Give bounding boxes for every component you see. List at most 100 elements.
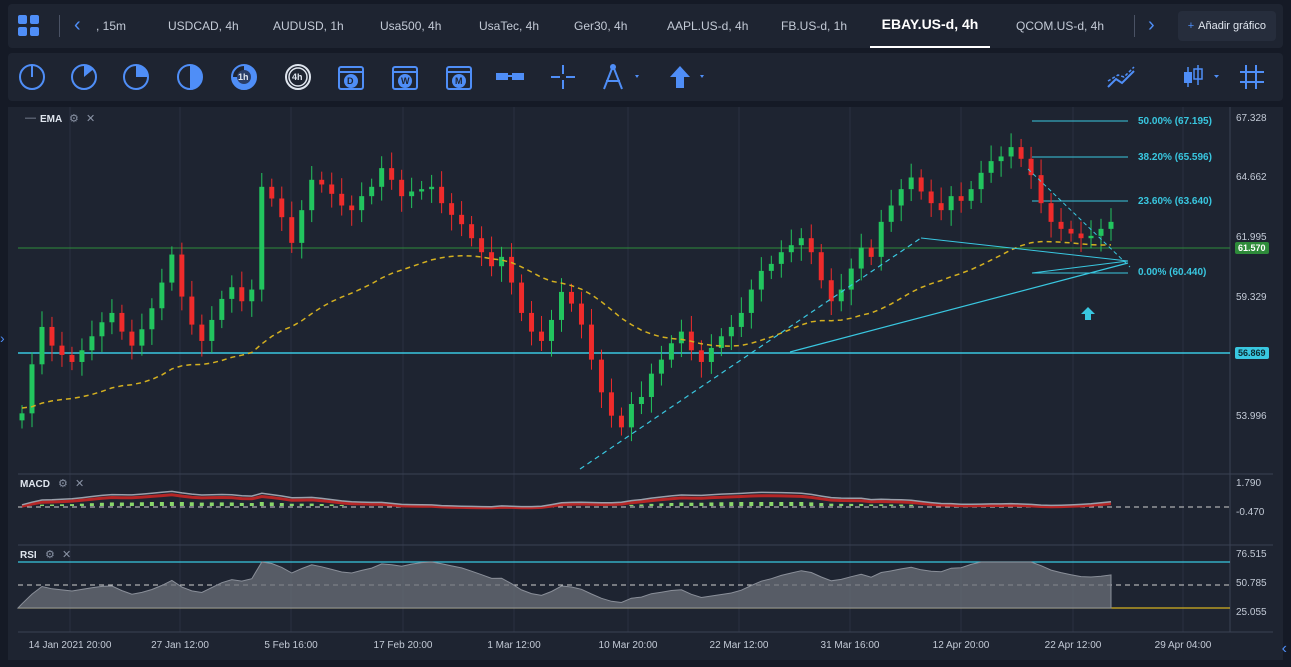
layout-grid-icon[interactable] <box>18 15 40 37</box>
candle-body <box>329 184 335 194</box>
calendar-monthly-icon[interactable]: M <box>444 63 474 91</box>
clock-1h-icon[interactable]: 1h <box>230 63 260 91</box>
macd-histogram-bar <box>649 503 654 506</box>
macd-histogram-bar <box>679 502 684 506</box>
expand-right-icon[interactable]: ‹ <box>1281 640 1287 657</box>
candle-body <box>439 186 445 204</box>
candle-body <box>449 203 455 215</box>
macd-histogram-bar <box>689 502 694 506</box>
candle-chart-type-icon[interactable] <box>1180 63 1219 91</box>
macd-axis-tick: -0.470 <box>1236 507 1265 518</box>
expand-left-icon[interactable]: › <box>0 330 5 346</box>
line-chart-type-icon[interactable] <box>1106 63 1136 91</box>
tabs-scroll-left-icon[interactable]: ‹ <box>74 14 81 36</box>
candle-body <box>219 298 225 320</box>
rsi-axis-tick: 76.515 <box>1236 549 1267 560</box>
candle-body <box>568 291 574 304</box>
macd-histogram-bar <box>50 504 54 506</box>
macd-histogram-bar <box>819 503 824 506</box>
candle-body <box>349 205 355 211</box>
macd-histogram-bar <box>869 504 874 506</box>
candle-body <box>549 319 555 341</box>
clock-1m-icon[interactable] <box>18 63 48 91</box>
macd-histogram-bar <box>209 502 214 506</box>
support-price-badge: 56.869 <box>1235 347 1269 359</box>
tab-7[interactable]: FB.US-d, 1h <box>781 19 848 33</box>
settings-icon[interactable]: ⚙ <box>58 478 68 490</box>
tab-3[interactable]: Usa500, 4h <box>380 19 442 33</box>
tab-1[interactable]: USDCAD, 4h <box>168 19 239 33</box>
clock-30m-icon[interactable] <box>176 63 206 91</box>
candle-body <box>1088 235 1094 239</box>
divider <box>1134 15 1135 37</box>
macd-histogram-bar <box>109 502 114 506</box>
chart-panel[interactable]: — EMA ⚙ ✕ MACD ⚙ ✕ RSI ⚙ ✕ 67.328 64.662… <box>8 107 1283 660</box>
tab-2[interactable]: AUDUSD, 1h <box>273 19 344 33</box>
tab-9[interactable]: QCOM.US-d, 4h <box>1016 19 1105 33</box>
macd-histogram-bar <box>119 502 124 506</box>
tab-4[interactable]: UsaTec, 4h <box>479 19 540 33</box>
crosshair-icon[interactable] <box>549 63 579 91</box>
arrow-up-icon[interactable] <box>666 63 704 91</box>
candle-body <box>559 291 565 320</box>
price-axis-tick: 53.996 <box>1236 411 1267 422</box>
chart-canvas[interactable] <box>8 107 1283 660</box>
macd-histogram-bar <box>789 502 794 506</box>
timeframe-label: M <box>455 76 463 86</box>
calendar-daily-icon[interactable]: D <box>336 63 366 91</box>
macd-histogram-bar <box>189 502 194 506</box>
candle-body <box>29 364 35 414</box>
timeframe-label: D <box>347 76 354 86</box>
macd-histogram-bar <box>239 502 244 506</box>
crosshair-bars-icon[interactable] <box>494 63 524 91</box>
close-icon[interactable]: ✕ <box>75 478 85 490</box>
add-chart-button[interactable]: + Añadir gráfico <box>1177 11 1276 41</box>
collapse-icon[interactable]: — <box>25 112 36 124</box>
candle-body <box>259 186 265 290</box>
macd-histogram-bar <box>899 504 904 506</box>
close-icon[interactable]: ✕ <box>86 113 96 125</box>
calendar-weekly-icon[interactable]: W <box>390 63 420 91</box>
macd-histogram-bar <box>229 502 234 506</box>
candle-body <box>748 289 754 313</box>
macd-histogram-bar <box>889 504 894 506</box>
macd-histogram-bar <box>309 503 314 506</box>
candle-body <box>249 289 255 302</box>
tabs-scroll-right-icon[interactable]: › <box>1148 14 1155 36</box>
candle-body <box>189 296 195 325</box>
clock-15m-icon[interactable] <box>122 63 152 91</box>
candle-body <box>489 252 495 267</box>
candle-body <box>519 282 525 313</box>
candle-body <box>908 177 914 190</box>
macd-histogram-bar <box>199 502 204 506</box>
candle-body <box>69 354 75 362</box>
price-axis-tick: 59.329 <box>1236 292 1267 303</box>
drawing-compass-icon[interactable] <box>599 63 639 91</box>
candle-body <box>149 308 155 330</box>
settings-icon[interactable]: ⚙ <box>69 113 79 125</box>
close-icon[interactable]: ✕ <box>62 549 72 561</box>
timeframe-label: 1h <box>238 72 249 82</box>
tab-0[interactable]: , 15m <box>96 19 127 33</box>
macd-histogram-bar <box>179 502 184 506</box>
candle-body <box>988 161 994 173</box>
tab-6[interactable]: AAPL.US-d, 4h <box>667 19 749 33</box>
macd-histogram-bar <box>639 504 644 506</box>
tab-8[interactable]: EBAY.US-d, 4h <box>870 4 990 48</box>
macd-axis-tick: 1.790 <box>1236 478 1262 489</box>
candle-body <box>359 196 365 211</box>
tab-5[interactable]: Ger30, 4h <box>574 19 628 33</box>
candle-body <box>788 245 794 253</box>
candle-body <box>369 186 375 197</box>
clock-5m-icon[interactable] <box>70 63 100 91</box>
grid-toggle-icon[interactable] <box>1238 63 1268 91</box>
settings-icon[interactable]: ⚙ <box>45 549 55 561</box>
macd-histogram-bar <box>149 502 154 506</box>
clock-4h-icon[interactable]: 4h <box>284 63 314 91</box>
candle-body <box>269 186 275 199</box>
date-axis-tick: 22 Mar 12:00 <box>709 640 769 651</box>
date-axis-tick: 10 Mar 20:00 <box>598 640 658 651</box>
date-axis-tick: 17 Feb 20:00 <box>373 640 433 651</box>
candle-body <box>618 415 624 428</box>
macd-histogram-bar <box>299 503 304 506</box>
